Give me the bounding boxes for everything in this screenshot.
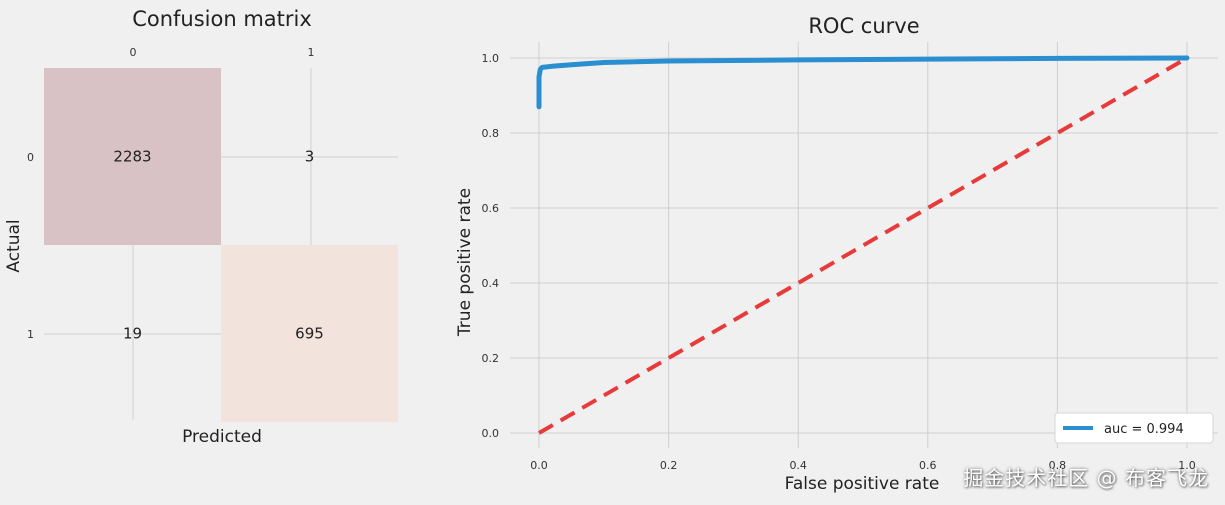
roc-y-axis-label: True positive rate [455,188,475,337]
roc-y-tick-2: 0.4 [482,277,500,290]
roc-x-axis-label: False positive rate [785,474,940,494]
roc-x-tick-2: 0.4 [789,459,807,472]
cm-y-tick-0: 0 [27,151,34,164]
roc-x-ticks: 0.0 0.2 0.4 0.6 0.8 1.0 [530,459,1196,472]
confusion-matrix-cells: 2283 3 19 695 [44,68,398,422]
roc-y-ticks: 0.0 0.2 0.4 0.6 0.8 1.0 [482,52,500,440]
roc-chance-line [537,56,1189,435]
roc-x-tick-1: 0.2 [660,459,678,472]
cm-y-axis-label: Actual [4,219,24,272]
confusion-matrix-panel: Confusion matrix 2283 3 19 695 0 1 0 1 Pred… [4,7,398,447]
cm-y-tick-1: 1 [27,328,34,341]
roc-legend: auc = 0.994 [1054,412,1214,444]
cm-cell-value-0-1: 3 [305,148,315,166]
cm-x-tick-1: 1 [308,46,315,59]
roc-y-tick-1: 0.2 [482,352,500,365]
roc-y-tick-0: 0.0 [482,427,500,440]
roc-x-tick-0: 0.0 [530,459,548,472]
roc-curve-line [536,55,1190,110]
roc-x-tick-5: 1.0 [1178,459,1196,472]
cm-cell-1-1 [221,245,398,422]
cm-cell-value-1-1: 695 [295,325,324,343]
watermark: 掘金技术社区 @ 布客飞龙 [963,466,1209,490]
roc-y-tick-5: 1.0 [482,52,500,65]
roc-title: ROC curve [808,14,919,38]
roc-x-tick-3: 0.6 [919,459,937,472]
roc-y-tick-3: 0.6 [482,202,500,215]
cm-x-tick-0: 0 [130,46,137,59]
cm-cell-value-1-0: 19 [123,325,142,343]
confusion-matrix-title: Confusion matrix [132,7,312,31]
roc-series [536,55,1190,435]
cm-cell-value-0-0: 2283 [113,148,151,166]
roc-curve-panel: ROC curve 0.0 0.2 0.4 0.6 0.8 1.0 0.00.20.40.… [455,14,1218,494]
legend-box [1054,412,1214,444]
legend-label-auc: auc = 0.994 [1104,422,1184,437]
cm-cell-0-0 [44,68,221,245]
roc-x-tick-4: 0.8 [1049,459,1067,472]
cm-x-axis-label: Predicted [182,427,262,447]
roc-y-tick-4: 0.8 [482,127,500,140]
